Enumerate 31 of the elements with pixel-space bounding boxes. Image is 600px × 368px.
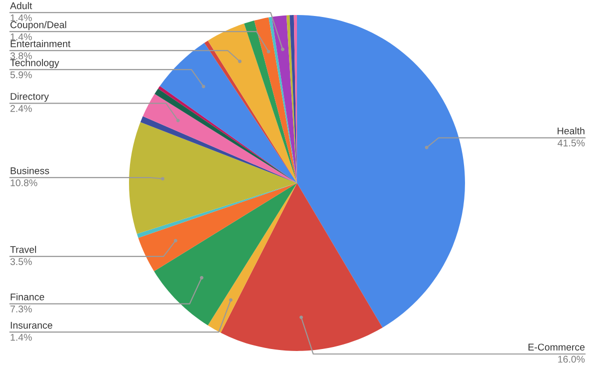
data-label: 3.5% — [10, 258, 32, 266]
slice-label: Travel — [10, 246, 36, 254]
data-label: 16.0% — [558, 356, 585, 363]
pie-slice — [254, 17, 297, 183]
pie-slice — [154, 183, 297, 326]
slice-label: Entertainment — [10, 40, 70, 48]
pie-slice — [140, 116, 297, 183]
data-label: 41.5% — [558, 140, 585, 146]
slice-label: Finance — [10, 293, 44, 300]
slice-label: E-Commerce — [528, 344, 585, 351]
slice-label: Directory — [10, 92, 49, 102]
pie-slice — [244, 20, 297, 183]
slice-label: Business — [10, 167, 50, 174]
slice-label: Technology — [10, 59, 60, 68]
data-label: 10.8% — [10, 179, 38, 186]
pie-slice — [220, 183, 383, 351]
data-label: 5.9% — [10, 71, 32, 78]
pie-slice — [136, 183, 297, 238]
data-label: 2.4% — [10, 105, 32, 112]
slice-label: Health — [558, 127, 584, 134]
pie-slice — [129, 122, 297, 234]
data-label: 1.4% — [10, 33, 32, 40]
slice-label: Insurance — [10, 322, 52, 329]
pie-slice — [208, 183, 297, 333]
slice-label: Coupon/Deal — [10, 21, 66, 30]
data-label: 3.8% — [10, 52, 32, 60]
data-label: 1.4% — [10, 334, 32, 341]
slice-label: Adult — [10, 2, 32, 10]
data-label: 1.4% — [10, 14, 32, 22]
data-label: 7.3% — [10, 306, 32, 312]
pie-slice — [138, 183, 297, 272]
